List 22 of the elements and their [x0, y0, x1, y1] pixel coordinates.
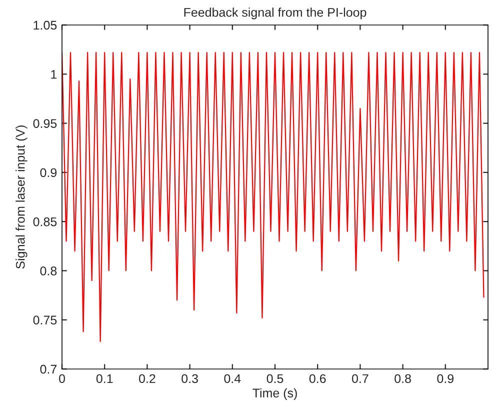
y-tick-label: 0.8	[40, 266, 57, 276]
x-tick-label: 0.5	[266, 374, 284, 384]
x-tick-label: 0.1	[96, 374, 113, 384]
x-tick-label: 0.7	[352, 374, 368, 384]
x-axis-title: Time (s)	[252, 388, 297, 400]
y-tick-label: 0.9	[40, 168, 57, 178]
y-tick-label: 0.95	[33, 119, 57, 128]
y-tick-label: 0.7	[40, 364, 57, 374]
x-tick-label: 0.6	[309, 374, 326, 384]
line-series	[62, 52, 484, 342]
x-tick-label: 0.4	[224, 374, 241, 384]
y-tick-label: 1	[51, 70, 57, 79]
x-tick-label: 0.2	[139, 374, 156, 384]
y-tick-label: 1.05	[34, 20, 57, 30]
x-tick-label: 0.3	[182, 374, 198, 384]
chart-title: Feedback signal from the PI-loop	[184, 8, 366, 20]
y-tick-label: 0.75	[33, 316, 57, 325]
y-tick-label: 0.85	[33, 217, 57, 226]
x-tick-label: 0.8	[394, 374, 411, 384]
x-tick-label: 0.9	[437, 374, 454, 384]
x-tick-label: 0	[59, 374, 65, 384]
y-axis-title: Signal from laser input (V)	[16, 126, 28, 269]
